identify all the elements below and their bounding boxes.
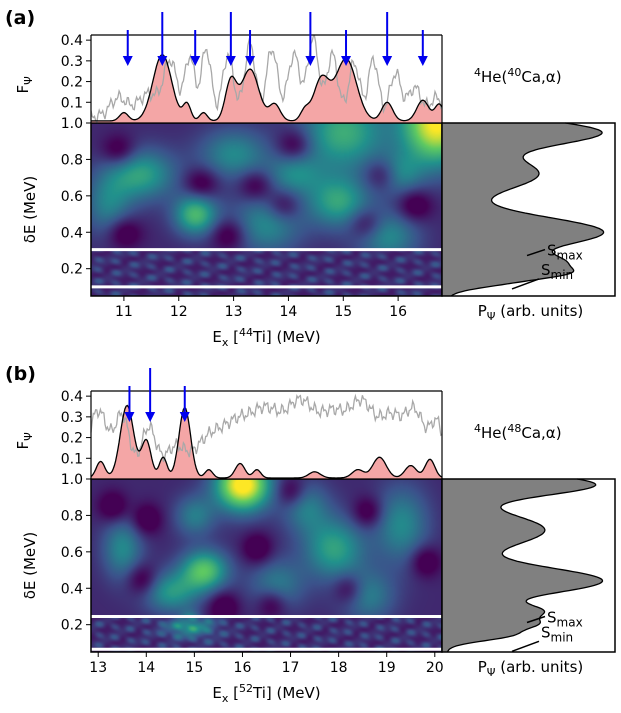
top-ytick-label: 0.2: [61, 431, 83, 447]
xtick-label: 14: [280, 304, 298, 320]
heat-ylabel: δE (MeV): [21, 176, 39, 244]
top-ytick-label: 0.3: [61, 410, 83, 426]
xtick-label: 17: [282, 660, 300, 676]
xtick-label: 13: [225, 304, 243, 320]
f-psi-fill: [91, 405, 442, 479]
panel-b: (b) 0.1 0.2 0.3 0.4 FΨ 4He(48Ca,α) 0.2 0.4 0.6 0.8…: [5, 363, 616, 705]
p-psi-fill: [442, 123, 604, 296]
top-ytick-label: 0.4: [61, 33, 83, 49]
reaction-label: 4He(40Ca,α): [474, 66, 562, 86]
xtick-label: 16: [234, 660, 252, 676]
xtick-label: 18: [330, 660, 348, 676]
xlabel: Ex [44Ti] (MeV): [212, 326, 320, 349]
heat-ytick-label: 0.6: [61, 545, 83, 561]
f-psi-line: [90, 404, 443, 479]
heat-ytick-label: 0.4: [61, 225, 83, 241]
panel-label: (a): [5, 7, 35, 29]
heat-ylabel: δE (MeV): [21, 532, 39, 600]
xtick-label: 20: [426, 660, 444, 676]
smax-pointer: [526, 615, 546, 624]
heat-ytick-label: 0.2: [61, 262, 83, 278]
smin-pointer: [511, 640, 540, 652]
xtick-label: 16: [389, 304, 407, 320]
panel-label: (b): [5, 363, 36, 385]
top-ytick-label: 0.1: [61, 95, 83, 111]
reaction-label: 4He(48Ca,α): [474, 422, 562, 442]
p-psi-fill: [442, 479, 603, 652]
top-ylabel: FΨ: [14, 76, 35, 94]
f-psi-reference-line: [90, 393, 443, 463]
smax-label: Smax: [547, 608, 583, 629]
peak-arrow-head: [157, 56, 168, 66]
top-ylabel: FΨ: [14, 432, 35, 450]
peak-arrow-head: [341, 56, 352, 66]
xtick-label: 15: [185, 660, 203, 676]
peak-arrow-head: [225, 56, 236, 66]
xtick-label: 11: [115, 304, 133, 320]
xtick-label: 12: [170, 304, 188, 320]
xtick-label: 19: [378, 660, 396, 676]
peak-arrow-head: [245, 56, 256, 66]
peak-arrow-head: [124, 412, 135, 422]
heatmap-image: [91, 123, 442, 296]
heatmap-image: [91, 479, 442, 652]
xtick-label: 13: [89, 660, 107, 676]
smax-pointer: [526, 248, 546, 257]
smin-label: Smin: [541, 261, 573, 282]
heat-ytick-label: 0.2: [61, 618, 83, 634]
side-frame: [441, 122, 616, 297]
top-ytick-label: 0.1: [61, 451, 83, 467]
side-xlabel: PΨ (arb. units): [478, 658, 584, 679]
peak-arrow-head: [305, 56, 316, 66]
panel-a: (a) 0.1 0.2 0.3 0.4 FΨ 4He(40Ca,α) 0.2 0.4 0.6 0.8…: [5, 7, 616, 349]
heat-ytick-label: 0.8: [61, 508, 83, 524]
heat-ytick-label: 1.0: [61, 116, 83, 132]
smin-label: Smin: [541, 623, 573, 644]
top-ytick-label: 0.4: [61, 389, 83, 405]
peak-arrow-head: [190, 56, 201, 66]
peak-arrow-head: [145, 412, 156, 422]
top-ytick-label: 0.3: [61, 54, 83, 70]
xtick-label: 15: [334, 304, 352, 320]
side-xlabel: PΨ (arb. units): [478, 302, 584, 323]
smax-label: Smax: [547, 242, 583, 263]
f-psi-line: [91, 53, 443, 122]
smin-pointer: [511, 278, 540, 290]
heat-ytick-label: 0.6: [61, 189, 83, 205]
heat-ytick-label: 0.8: [61, 152, 83, 168]
peak-arrow-head: [179, 412, 190, 422]
top-ytick-label: 0.2: [61, 75, 83, 91]
peak-arrow-head: [122, 56, 133, 66]
peak-arrow-head: [382, 56, 393, 66]
heat-ytick-label: 1.0: [61, 472, 83, 488]
xtick-label: 14: [137, 660, 155, 676]
p-psi-line: [446, 478, 604, 653]
xlabel: Ex [52Ti] (MeV): [212, 682, 320, 705]
p-psi-line: [450, 122, 605, 297]
side-frame: [441, 478, 616, 653]
heat-ytick-label: 0.4: [61, 581, 83, 597]
peak-arrow-head: [417, 56, 428, 66]
